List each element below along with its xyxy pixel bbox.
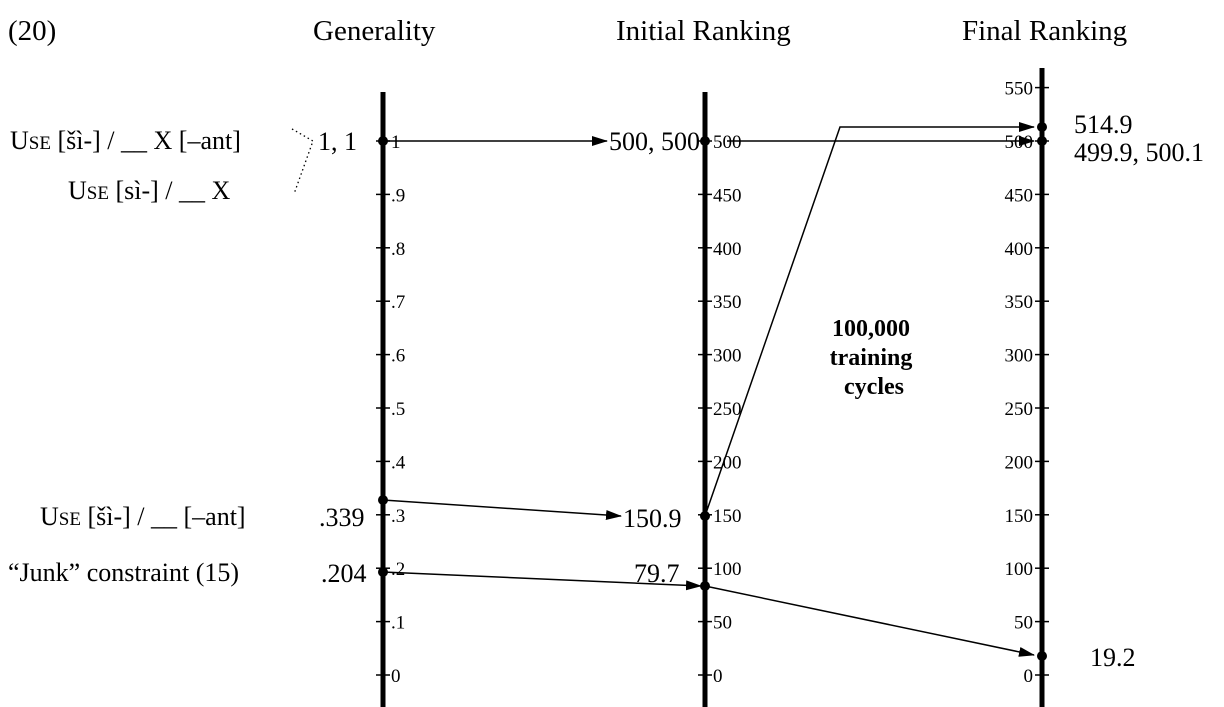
header-initial-ranking: Initial Ranking	[616, 15, 791, 47]
constraint-junk: “Junk” constraint (15)	[8, 558, 239, 587]
dot-final-c1	[1037, 122, 1047, 132]
dot-initial-c4	[700, 581, 710, 591]
generality-tick-label: .4	[391, 452, 406, 473]
initial-tick-label: 200	[713, 452, 742, 473]
generality-tick-label: .3	[391, 506, 405, 527]
final-value-pair: 499.9, 500.1	[1074, 138, 1204, 167]
arrow-generality-to-initial-c4	[382, 571, 702, 591]
generality-tick-label: .8	[391, 239, 405, 260]
constraint-use-si-x: USE [sì-] / __ X	[68, 176, 231, 205]
generality-tick-label: .1	[391, 613, 405, 634]
constraint-use-shi-ant: USE [šì-] / __ [–ant]	[40, 502, 246, 531]
training-note: 100,000 training cycles	[830, 316, 919, 400]
initial-tick-label: 500	[713, 132, 742, 153]
initial-tick-label: 350	[713, 292, 742, 313]
final-tick-label: 250	[1005, 399, 1034, 420]
constraint-use-shi-x-ant: USE [šì-] / __ X [–ant]	[10, 126, 241, 155]
final-tick-label: 500	[1005, 132, 1034, 153]
final-tick-label: 100	[1005, 559, 1034, 580]
final-tick-label: 400	[1005, 239, 1034, 260]
initial-value-c3: 150.9	[623, 504, 682, 533]
arrow-initial-to-final-c4	[704, 585, 1035, 657]
arrow-initial-to-final-c1	[704, 122, 1035, 517]
example-number: (20)	[8, 15, 56, 47]
generality-ticks: 1 .9 .8 .7 .6 .5 .4 .3 .2 .1 0	[376, 132, 406, 687]
initial-tick-label: 250	[713, 399, 742, 420]
dot-final-pair	[1037, 136, 1047, 146]
final-tick-label: 150	[1005, 506, 1034, 527]
generality-tick-label: .2	[391, 559, 405, 580]
initial-tick-label: 150	[713, 506, 742, 527]
final-tick-label: 550	[1005, 79, 1034, 100]
final-tick-label: 0	[1024, 666, 1034, 687]
initial-tick-label: 400	[713, 239, 742, 260]
final-tick-label: 350	[1005, 292, 1034, 313]
initial-tick-label: 0	[713, 666, 723, 687]
final-tick-label: 450	[1005, 185, 1034, 206]
initial-tick-label: 450	[713, 185, 742, 206]
initial-tick-label: 300	[713, 346, 742, 367]
generality-tick-label: 0	[391, 666, 401, 687]
header-final-ranking: Final Ranking	[962, 15, 1127, 47]
final-tick-label: 200	[1005, 452, 1034, 473]
generality-tick-label: .9	[391, 185, 405, 206]
generality-tick-label: .5	[391, 399, 405, 420]
final-tick-label: 50	[1014, 613, 1033, 634]
final-tick-label: 300	[1005, 346, 1034, 367]
generality-tick-label: 1	[391, 132, 401, 153]
dot-generality-pair	[378, 136, 388, 146]
initial-tick-label: 100	[713, 559, 742, 580]
final-value-c4: 19.2	[1090, 643, 1136, 672]
arrow-generality-to-initial-c3	[382, 499, 622, 520]
dot-initial-pair	[700, 136, 710, 146]
dotted-bracket	[291, 128, 314, 195]
dot-final-c4	[1037, 651, 1047, 661]
final-value-c1: 514.9	[1074, 110, 1133, 139]
initial-tick-label: 50	[713, 613, 732, 634]
dot-generality-c4	[378, 567, 388, 577]
generality-tick-label: .7	[391, 292, 405, 313]
initial-value-pair: 500, 500	[609, 127, 700, 156]
generality-value-pair: 1, 1	[318, 127, 357, 156]
header-generality: Generality	[313, 15, 436, 47]
dot-initial-c3	[700, 511, 710, 521]
dot-generality-c3	[378, 495, 388, 505]
generality-value-c3: .339	[319, 503, 365, 532]
generality-tick-label: .6	[391, 346, 405, 367]
generality-value-c4: .204	[321, 559, 367, 588]
